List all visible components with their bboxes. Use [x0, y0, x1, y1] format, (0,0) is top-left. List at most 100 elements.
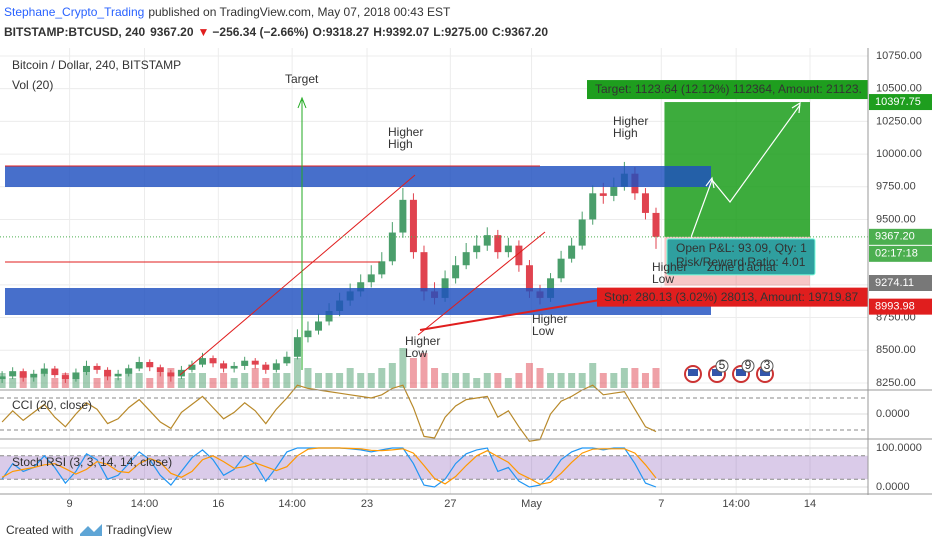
- candle-body: [325, 311, 333, 322]
- volume-bar: [599, 373, 607, 388]
- volume-bar: [462, 373, 470, 388]
- volume-bar: [346, 368, 354, 388]
- candle-body: [557, 258, 565, 279]
- candle-body: [220, 363, 228, 369]
- annotation: Higher: [613, 114, 648, 128]
- volume-bar: [315, 373, 323, 388]
- volume-bar: [325, 373, 333, 388]
- price-tag-label: 9274.11: [875, 277, 914, 289]
- ohlc: H:9392.07: [373, 25, 429, 39]
- volume-bar: [378, 368, 386, 388]
- stop-box: [597, 287, 868, 307]
- volume-bar: [483, 373, 491, 388]
- candle-body: [652, 212, 660, 237]
- y-tick-label: 9500.00: [876, 213, 916, 225]
- volume-bar: [420, 353, 428, 388]
- y-tick-label: 10500.00: [876, 83, 922, 95]
- y-tick-label: 10750.00: [876, 50, 922, 62]
- footer-brand: TradingView: [106, 523, 172, 537]
- candle-body: [388, 232, 396, 262]
- volume-bar: [293, 358, 301, 388]
- annotation: Higher: [405, 334, 440, 348]
- candle-body: [188, 364, 196, 370]
- volume-bar: [610, 373, 618, 388]
- volume-bar: [230, 378, 238, 388]
- price-tag: [869, 94, 932, 111]
- publish-line: Stephane_Crypto_Trading published on Trad…: [4, 5, 451, 19]
- ohlc: O:9318.27: [312, 25, 369, 39]
- candle-body: [420, 252, 428, 292]
- volume-bar: [568, 373, 576, 388]
- volume-bar: [336, 373, 344, 388]
- price-tag-label: 10397.75: [875, 96, 921, 108]
- volume-bar: [251, 368, 259, 388]
- volume-bar: [272, 373, 280, 388]
- candle-body: [230, 365, 238, 369]
- logo: [80, 524, 102, 536]
- volume-bar: [146, 378, 154, 388]
- event-badge: [741, 359, 755, 373]
- volume-bar: [452, 373, 460, 388]
- target-box: [587, 80, 868, 100]
- trend-line: [179, 174, 416, 376]
- candle-body: [399, 199, 407, 233]
- volume-bar: [262, 378, 270, 388]
- annotation: Low: [532, 324, 554, 338]
- volume-bar: [30, 378, 38, 388]
- target-arrow-head: [297, 96, 307, 109]
- candle-body: [525, 265, 533, 292]
- author: Stephane_Crypto_Trading: [4, 5, 144, 19]
- event-flag: [688, 369, 698, 376]
- y-tick-label: 10000.00: [876, 148, 922, 160]
- last: 9367.20: [150, 25, 194, 39]
- volume-title: Vol (20): [12, 78, 53, 92]
- candle-body: [156, 367, 164, 373]
- pnl-box: [666, 238, 816, 276]
- candle-body: [125, 368, 133, 374]
- candle-body: [293, 337, 301, 357]
- volume-bar: [0, 373, 6, 388]
- candle-body: [504, 245, 512, 253]
- candle-body: [61, 375, 69, 380]
- indicator-line: [1, 447, 657, 485]
- annotation: High: [613, 126, 638, 140]
- candle-body: [599, 193, 607, 196]
- candle-body: [82, 365, 90, 373]
- candle-body: [483, 235, 491, 246]
- volume-bar: [631, 368, 639, 388]
- event-count: 9: [745, 358, 752, 372]
- candle-body: [0, 376, 6, 380]
- cci-title: CCI (20, close): [12, 398, 92, 412]
- candle-body: [494, 235, 502, 253]
- event-count: 5: [719, 358, 726, 372]
- candle-body: [409, 199, 417, 253]
- countdown: 02:17:18: [875, 248, 918, 260]
- candle-body: [167, 372, 175, 377]
- candle-body: [452, 265, 460, 279]
- candle-body: [104, 369, 112, 377]
- candle-body: [72, 372, 80, 380]
- volume-bar: [209, 378, 217, 388]
- volume-bar: [177, 378, 185, 388]
- event-badge: [715, 359, 729, 373]
- candle-body: [51, 368, 59, 376]
- candle-body: [93, 365, 101, 370]
- arrow-heads: [705, 101, 801, 189]
- candle-body: [177, 369, 185, 377]
- trend-line: [417, 231, 546, 336]
- volume-bar: [409, 358, 417, 388]
- volume-bar: [515, 373, 523, 388]
- annotation: High: [388, 137, 413, 151]
- volume-bar: [589, 363, 597, 388]
- candle-body: [198, 358, 206, 365]
- change-arrow: ▼: [198, 25, 210, 39]
- stoch-title: Stoch RSI (3, 3, 14, 14, close): [12, 455, 172, 469]
- volume-bar: [9, 378, 17, 388]
- volume-bar: [388, 363, 396, 388]
- volume-bar: [51, 378, 59, 388]
- candle-body: [304, 330, 312, 338]
- volume-bar: [220, 373, 228, 388]
- volume-bar: [557, 373, 565, 388]
